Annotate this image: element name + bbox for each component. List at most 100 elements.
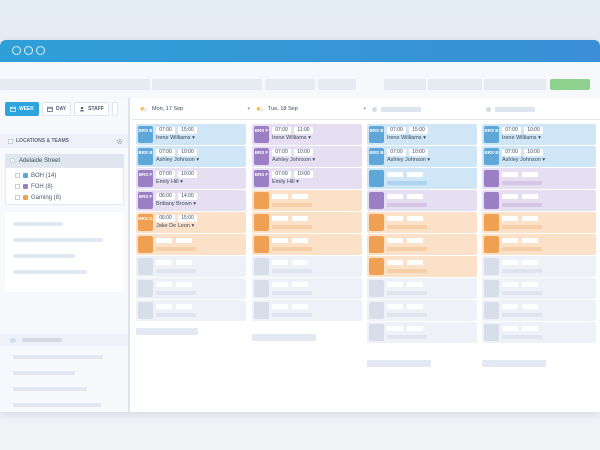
gear-icon[interactable] xyxy=(116,138,123,145)
skeleton-line xyxy=(13,254,75,258)
skeleton-line xyxy=(13,222,63,226)
skeleton-line xyxy=(502,326,518,331)
location-name: Adelaide Street xyxy=(19,157,61,164)
tab-day-label: DAY xyxy=(56,106,67,112)
skeleton-tag xyxy=(254,258,269,275)
skeleton-tag xyxy=(369,214,384,231)
shift-staff-name[interactable]: Ashley Johnson ▾ xyxy=(502,157,545,163)
location-radio[interactable] xyxy=(10,158,15,163)
skeleton-line xyxy=(176,304,192,309)
team-list: BOH (14) FOH (8) Gaming (8) xyxy=(5,167,124,205)
skeleton-tag xyxy=(484,280,499,297)
shift-card-placeholder xyxy=(482,278,596,299)
team-checkbox[interactable] xyxy=(15,173,20,178)
partly-cloudy-icon xyxy=(256,107,264,112)
shift-tag: BRS F xyxy=(254,126,269,143)
skeleton-tag xyxy=(254,236,269,253)
shift-staff-name[interactable]: Brittany Brown ▾ xyxy=(156,201,196,207)
shift-card-placeholder xyxy=(252,190,362,211)
minimize-window-icon[interactable] xyxy=(24,46,33,55)
skeleton-tag xyxy=(369,170,384,187)
shift-card[interactable]: BRS B 07:00 10:00 Ashley Johnson ▾ xyxy=(482,146,596,167)
locations-section-header[interactable]: LOCATIONS & TEAMS xyxy=(0,134,128,148)
column-header-mon[interactable]: Mon, 17 Sep ▾ xyxy=(140,102,250,116)
location-item[interactable]: Adelaide Street xyxy=(5,154,124,167)
skeleton-line xyxy=(272,269,312,273)
team-color-swatch xyxy=(23,184,28,189)
shift-card[interactable]: BRS B 07:00 15:00 Irene Williams ▾ xyxy=(136,124,246,145)
skeleton-line xyxy=(272,216,288,221)
skeleton-tag xyxy=(484,192,499,209)
shift-card[interactable]: BRS F 07:00 10:00 Emily Hill ▾ xyxy=(252,168,362,189)
shift-tag: BRS B xyxy=(138,126,153,143)
shift-staff-name[interactable]: Ashley Johnson ▾ xyxy=(272,157,315,163)
skeleton-tag xyxy=(369,192,384,209)
shift-card[interactable]: BRS F 06:00 14:00 Brittany Brown ▾ xyxy=(136,190,246,211)
skeleton-line xyxy=(387,335,427,339)
tab-more[interactable] xyxy=(111,102,118,116)
shift-staff-name[interactable]: Jake De Leon ▾ xyxy=(156,223,194,229)
shift-staff-name[interactable]: Emily Hill ▾ xyxy=(156,179,183,185)
chevron-down-icon[interactable]: ▾ xyxy=(247,106,250,112)
skeleton-line xyxy=(176,260,192,265)
add-shift-button[interactable] xyxy=(550,79,590,90)
staff-name: Ashley Johnson xyxy=(387,157,426,163)
maximize-window-icon[interactable] xyxy=(36,46,45,55)
team-checkbox[interactable] xyxy=(15,195,20,200)
tab-staff[interactable]: STAFF xyxy=(74,102,109,116)
tab-staff-label: STAFF xyxy=(88,106,104,112)
shift-card-placeholder xyxy=(367,300,477,321)
team-label: Gaming (8) xyxy=(31,194,62,201)
shift-card[interactable]: BRS B 07:00 10:00 Ashley Johnson ▾ xyxy=(367,146,477,167)
shift-card[interactable]: BRS G 06:00 15:00 Jake De Leon ▾ xyxy=(136,212,246,233)
skeleton-line xyxy=(387,172,403,177)
skeleton-line xyxy=(292,194,308,199)
chevron-down-icon: ▾ xyxy=(542,157,546,163)
shift-card[interactable]: BRS B 07:00 10:00 Ashley Johnson ▾ xyxy=(136,146,246,167)
chevron-down-icon: ▾ xyxy=(423,135,426,141)
team-checkbox[interactable] xyxy=(15,184,20,189)
staff-name: Ashley Johnson xyxy=(502,157,541,163)
close-window-icon[interactable] xyxy=(12,46,21,55)
shift-start: 06:00 xyxy=(156,215,175,222)
skeleton-line xyxy=(156,269,196,273)
shift-card[interactable]: BRS F 07:00 11:00 Irene Williams ▾ xyxy=(252,124,362,145)
skeleton-line xyxy=(13,387,87,391)
tab-day[interactable]: DAY xyxy=(42,102,72,116)
app-window: WEEK DAY STAFF LOCATIONS & TEAMS Adelaid… xyxy=(0,40,600,412)
skeleton-line xyxy=(502,216,518,221)
shift-card[interactable]: BRS F 07:00 10:00 Emily Hill ▾ xyxy=(136,168,246,189)
skeleton-line xyxy=(13,403,101,407)
shift-end: 10:00 xyxy=(294,171,313,178)
skeleton-dot xyxy=(372,106,377,112)
shift-staff-name[interactable]: Emily Hill ▾ xyxy=(272,179,299,185)
team-item[interactable]: BOH (14) xyxy=(6,170,123,181)
chevron-down-icon[interactable]: ▾ xyxy=(363,106,366,112)
skeleton-line xyxy=(407,304,423,309)
column-header-thu xyxy=(486,102,596,116)
shift-start: 07:00 xyxy=(272,127,291,134)
shift-start: 07:00 xyxy=(272,149,291,156)
grid-header xyxy=(132,98,600,120)
shift-staff-name[interactable]: Irene Williams ▾ xyxy=(387,135,426,141)
skeleton-line xyxy=(176,282,192,287)
team-item[interactable]: Gaming (8) xyxy=(6,192,123,203)
team-item[interactable]: FOH (8) xyxy=(6,181,123,192)
shift-card[interactable]: BRS F 07:00 10:00 Ashley Johnson ▾ xyxy=(252,146,362,167)
shift-card-placeholder xyxy=(482,190,596,211)
shift-card[interactable]: BRS B 07:00 10:00 Irene Williams ▾ xyxy=(482,124,596,145)
shift-end: 11:00 xyxy=(294,127,313,134)
shift-card-placeholder xyxy=(367,234,477,255)
column-header-tue[interactable]: Tue, 18 Sep ▾ xyxy=(256,102,366,116)
shift-staff-name[interactable]: Ashley Johnson ▾ xyxy=(387,157,430,163)
shift-staff-name[interactable]: Ashley Johnson ▾ xyxy=(156,157,199,163)
section-title: LOCATIONS & TEAMS xyxy=(16,138,69,144)
tab-week[interactable]: WEEK xyxy=(5,102,39,116)
shift-staff-name[interactable]: Irene Williams ▾ xyxy=(272,135,311,141)
skeleton-tag xyxy=(254,214,269,231)
shift-staff-name[interactable]: Irene Williams ▾ xyxy=(156,135,195,141)
team-color-swatch xyxy=(23,195,28,200)
skeleton-line xyxy=(502,291,542,295)
shift-card[interactable]: BRS B 07:00 15:00 Irene Williams ▾ xyxy=(367,124,477,145)
shift-staff-name[interactable]: Irene Williams ▾ xyxy=(502,135,541,141)
